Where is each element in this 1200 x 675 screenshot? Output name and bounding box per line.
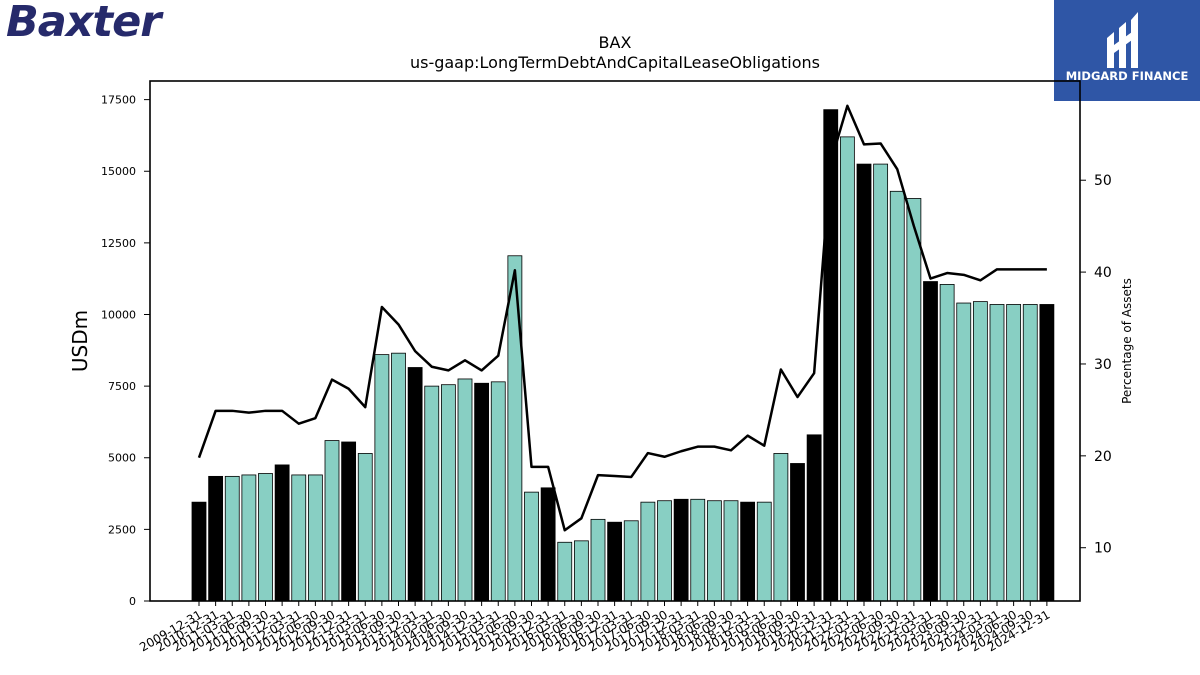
bar — [923, 281, 938, 602]
bar — [740, 501, 756, 602]
y-tick-label: 12500 — [101, 237, 136, 250]
bar — [773, 453, 789, 602]
bar — [1022, 304, 1038, 602]
bar — [673, 498, 689, 602]
bar — [756, 501, 772, 602]
y-tick-label: 7500 — [108, 380, 136, 393]
y-tick-label: 15000 — [101, 165, 136, 178]
bar — [524, 491, 539, 602]
midgard-finance-logo: MIDGARD FINANCE — [1054, 0, 1200, 101]
bar — [490, 381, 506, 602]
bar — [241, 474, 257, 602]
bar — [224, 475, 240, 602]
bar — [291, 474, 307, 602]
bar — [823, 109, 839, 602]
bar — [191, 501, 207, 602]
bar — [989, 304, 1005, 602]
bar — [474, 382, 490, 602]
bar — [889, 190, 905, 602]
bar — [723, 500, 739, 602]
y-tick-label: 2500 — [108, 523, 136, 536]
bar — [324, 440, 340, 602]
y-axis-label: USDm — [68, 310, 92, 372]
chart-title: BAX — [598, 33, 632, 52]
bar — [623, 520, 639, 602]
bar — [873, 163, 889, 602]
bar — [956, 302, 972, 602]
bar — [657, 500, 672, 602]
bar — [391, 352, 406, 602]
bar — [540, 487, 556, 602]
bar — [258, 473, 273, 602]
bar — [839, 136, 855, 602]
bar — [208, 475, 224, 602]
bar — [706, 500, 722, 602]
bar — [906, 198, 922, 602]
bar — [1039, 304, 1055, 602]
baxter-logo-text: Baxter — [6, 0, 161, 47]
bar — [424, 385, 440, 602]
bar — [357, 453, 373, 602]
bar — [341, 441, 357, 602]
bar — [374, 354, 390, 602]
bar — [790, 463, 805, 602]
y-tick-label: 5000 — [108, 452, 136, 465]
bar — [806, 434, 822, 602]
bar — [640, 501, 656, 602]
y2-tick-label: 20 — [1094, 449, 1112, 465]
bar — [607, 521, 623, 602]
y-tick-label: 17500 — [101, 94, 136, 107]
bar — [407, 367, 423, 602]
y-tick-label: 10000 — [101, 308, 136, 321]
midgard-logo-text: MIDGARD FINANCE — [1065, 69, 1189, 83]
bar — [557, 541, 573, 602]
baxter-logo: Baxter — [6, 0, 161, 47]
y2-tick-label: 50 — [1094, 173, 1112, 189]
bar — [457, 378, 473, 602]
bar — [307, 474, 323, 602]
bar — [440, 384, 456, 602]
bar — [690, 498, 706, 602]
midgard-emblem-icon — [1107, 12, 1138, 68]
bar — [972, 301, 988, 602]
y2-tick-label: 10 — [1094, 541, 1112, 557]
bar — [590, 518, 606, 602]
bar — [856, 163, 872, 602]
bar — [573, 540, 589, 602]
y2-axis-label: Percentage of Assets — [1120, 278, 1134, 404]
bar — [939, 284, 955, 602]
bar — [507, 255, 523, 602]
y-tick-label: 0 — [129, 595, 136, 608]
percentage-line — [197, 104, 1047, 532]
y2-tick-label: 40 — [1094, 265, 1112, 281]
bar — [274, 464, 290, 602]
y2-tick-label: 30 — [1094, 357, 1112, 373]
chart-subtitle: us-gaap:LongTermDebtAndCapitalLeaseOblig… — [409, 53, 821, 72]
bar — [1006, 304, 1022, 602]
